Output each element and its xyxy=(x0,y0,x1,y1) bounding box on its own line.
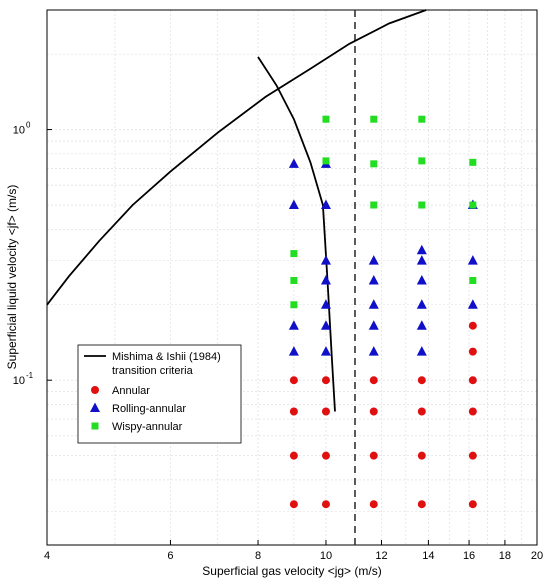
x-tick-label: 20 xyxy=(531,550,543,562)
rolling-annular-point xyxy=(368,255,379,265)
rolling-annular-point xyxy=(288,158,299,168)
y-tick-exponent: -1 xyxy=(26,371,34,380)
annular-point xyxy=(468,376,477,385)
annular-point xyxy=(369,376,378,385)
wispy-annular-point xyxy=(418,201,426,209)
transition-curve xyxy=(257,56,336,412)
rolling-annular-point xyxy=(368,274,379,285)
y-axis-label: Superficial liquid velocity <jf> (m/s) xyxy=(5,185,19,370)
rolling-annular-point xyxy=(467,299,478,309)
data-markers xyxy=(288,115,478,509)
annular-point xyxy=(369,407,378,416)
annular-point xyxy=(468,347,477,356)
annular-point xyxy=(468,500,477,509)
annular-point xyxy=(417,451,426,460)
x-tick-label: 14 xyxy=(422,550,434,562)
x-tick-label: 4 xyxy=(44,550,50,562)
rolling-annular-point xyxy=(368,346,379,356)
rolling-annular-point xyxy=(320,255,331,265)
rolling-annular-point xyxy=(416,320,427,330)
annular-point xyxy=(369,451,378,460)
rolling-annular-point xyxy=(288,199,299,210)
rolling-annular-point xyxy=(416,274,427,285)
annular-point xyxy=(468,321,477,330)
rolling-annular-point xyxy=(416,346,427,356)
wispy-annular-point xyxy=(418,157,426,165)
legend: Mishima & Ishii (1984) transition criteri… xyxy=(77,344,242,444)
annular-point xyxy=(289,451,298,460)
x-axis-label: Superficial gas velocity <jg> (m/s) xyxy=(202,564,381,578)
wispy-annular-point xyxy=(290,301,298,309)
rolling-annular-point xyxy=(320,274,331,285)
rolling-annular-point xyxy=(368,320,379,330)
rolling-annular-point xyxy=(416,244,427,255)
legend-label: Annular xyxy=(112,385,150,397)
annular-point xyxy=(321,407,330,416)
annular-point xyxy=(321,451,330,460)
wispy-annular-point xyxy=(290,250,298,258)
annular-point xyxy=(417,376,426,385)
legend-label-line2: transition criteria xyxy=(112,365,194,377)
y-tick-label: 10 xyxy=(13,125,25,137)
wispy-annular-point xyxy=(370,160,378,168)
wispy-annular-point xyxy=(290,276,298,284)
x-tick-label: 18 xyxy=(499,550,511,562)
annular-point xyxy=(321,376,330,385)
legend-label: Mishima & Ishii (1984) xyxy=(112,351,221,363)
plot-frame xyxy=(46,9,538,546)
x-tick-label: 16 xyxy=(463,550,475,562)
wispy-annular-point xyxy=(322,157,330,165)
y-tick-exponent: 0 xyxy=(26,121,31,130)
annular-point xyxy=(289,376,298,385)
rolling-annular-point xyxy=(368,299,379,309)
annular-point xyxy=(369,500,378,509)
rolling-annular-point xyxy=(288,346,299,356)
legend-circle-swatch xyxy=(91,386,99,394)
rolling-annular-point xyxy=(320,199,331,210)
wispy-annular-point xyxy=(322,115,330,123)
wispy-annular-point xyxy=(469,201,477,209)
x-tick-label: 12 xyxy=(375,550,387,562)
legend-label: Rolling-annular xyxy=(112,403,186,415)
rolling-annular-point xyxy=(416,255,427,265)
wispy-annular-point xyxy=(418,115,426,123)
rolling-annular-point xyxy=(320,346,331,356)
annular-point xyxy=(468,407,477,416)
wispy-annular-point xyxy=(370,201,378,209)
transition-curve xyxy=(46,9,427,306)
wispy-annular-point xyxy=(469,276,477,284)
legend-box xyxy=(77,344,242,444)
annular-point xyxy=(417,500,426,509)
wispy-annular-point xyxy=(370,115,378,123)
rolling-annular-point xyxy=(288,320,299,330)
annular-point xyxy=(289,407,298,416)
rolling-annular-point xyxy=(320,299,331,309)
rolling-annular-point xyxy=(467,255,478,265)
annular-point xyxy=(289,500,298,509)
y-tick-label: 10 xyxy=(13,375,25,387)
annular-point xyxy=(321,500,330,509)
rolling-annular-point xyxy=(320,320,331,330)
wispy-annular-point xyxy=(469,158,477,166)
x-tick-label: 10 xyxy=(320,550,332,562)
annular-point xyxy=(417,407,426,416)
legend-triangle-swatch xyxy=(90,402,100,412)
x-tick-label: 6 xyxy=(167,550,173,562)
annular-point xyxy=(468,451,477,460)
transition-curves xyxy=(46,9,427,412)
rolling-annular-point xyxy=(416,299,427,309)
legend-square-swatch xyxy=(91,422,99,430)
legend-label: Wispy-annular xyxy=(112,421,183,433)
x-tick-label: 8 xyxy=(255,550,261,562)
